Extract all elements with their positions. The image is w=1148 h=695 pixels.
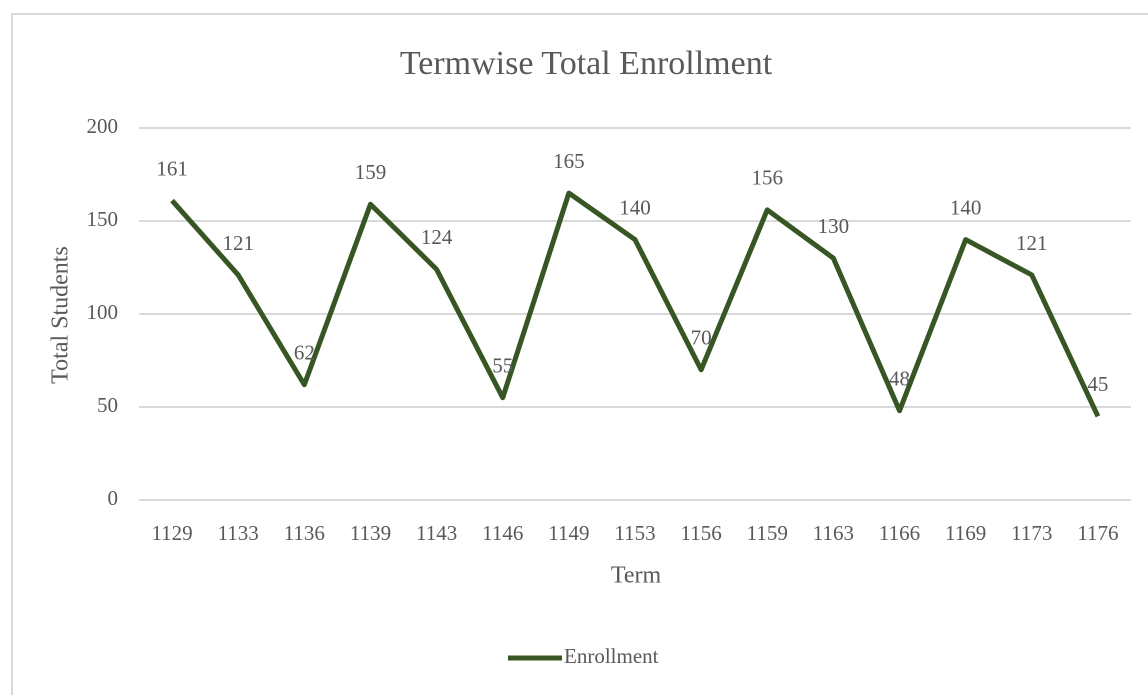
y-tick-label: 150 (87, 207, 119, 231)
data-label: 161 (156, 156, 188, 180)
legend-label: Enrollment (564, 644, 659, 668)
y-tick-label: 100 (87, 300, 119, 324)
data-label: 156 (752, 166, 784, 190)
x-tick-label: 1166 (879, 521, 920, 545)
x-tick-label: 1133 (218, 521, 259, 545)
data-label: 140 (950, 195, 982, 219)
chart-title: Termwise Total Enrollment (400, 45, 773, 82)
chart-border (11, 13, 1148, 695)
data-label: 124 (421, 225, 453, 249)
data-label: 55 (492, 354, 513, 378)
data-label: 62 (294, 340, 315, 364)
data-label: 48 (889, 367, 910, 391)
x-tick-label: 1139 (350, 521, 391, 545)
series-line (170, 190, 1101, 418)
data-label: 121 (222, 231, 254, 255)
data-label: 130 (818, 214, 850, 238)
y-tick-label: 200 (87, 114, 119, 138)
x-tick-label: 1129 (151, 521, 192, 545)
y-axis-label: Total Students (48, 246, 74, 384)
x-tick-label: 1149 (548, 521, 589, 545)
x-tick-label: 1143 (416, 521, 457, 545)
data-label: 159 (355, 160, 387, 184)
data-label: 70 (691, 326, 712, 350)
x-tick-label: 1153 (614, 521, 655, 545)
x-tick-label: 1136 (284, 521, 325, 545)
x-tick-label: 1159 (747, 521, 788, 545)
data-label: 121 (1016, 231, 1048, 255)
x-tick-label: 1176 (1077, 521, 1118, 545)
x-tick-label: 1169 (945, 521, 986, 545)
x-tick-label: 1173 (1011, 521, 1052, 545)
data-label: 165 (553, 149, 585, 173)
data-label: 45 (1087, 372, 1108, 396)
y-tick-label: 50 (97, 393, 118, 417)
x-tick-label: 1146 (482, 521, 523, 545)
x-tick-label: 1163 (813, 521, 854, 545)
x-tick-label: 1156 (681, 521, 722, 545)
data-label: 140 (619, 195, 651, 219)
y-tick-label: 0 (108, 486, 119, 510)
x-axis-label: Term (611, 563, 662, 589)
